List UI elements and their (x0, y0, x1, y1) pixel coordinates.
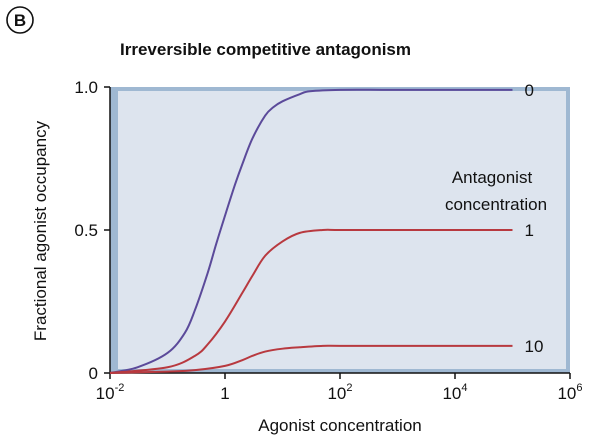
series-layer (109, 88, 513, 374)
series-line-1 (109, 228, 513, 374)
y-tick-label: 0.5 (74, 221, 98, 240)
series-labels: 0 1 10 (525, 81, 544, 356)
x-tick-label: 10-2 (96, 382, 125, 403)
x-tick-label: 1 (220, 384, 229, 403)
y-tick-label: 1.0 (74, 78, 98, 97)
panel-label: B (14, 11, 26, 30)
panel-badge: B (6, 6, 34, 34)
y-tick-label: 0 (89, 364, 98, 383)
x-tick-label: 104 (442, 382, 467, 403)
legend: Antagonist concentration (445, 168, 547, 214)
tick-labels: 10-2 1 102 104 106 0 0.5 1.0 (74, 78, 582, 403)
x-tick-label: 102 (327, 382, 352, 403)
panel-badge-circle (6, 6, 34, 34)
series-label-1: 1 (525, 221, 534, 240)
chart-title: Irreversible competitive antagonism (120, 40, 411, 59)
x-tick-label: 106 (557, 382, 582, 403)
series-label-10: 10 (525, 337, 544, 356)
legend-title-line-2: concentration (445, 195, 547, 214)
series-line-10 (109, 344, 513, 374)
x-axis-label: Agonist concentration (258, 416, 422, 435)
series-line-0 (109, 88, 513, 374)
series-label-0: 0 (525, 81, 534, 100)
y-axis-label: Fractional agonist occupancy (31, 120, 50, 341)
legend-title-line-1: Antagonist (452, 168, 533, 187)
